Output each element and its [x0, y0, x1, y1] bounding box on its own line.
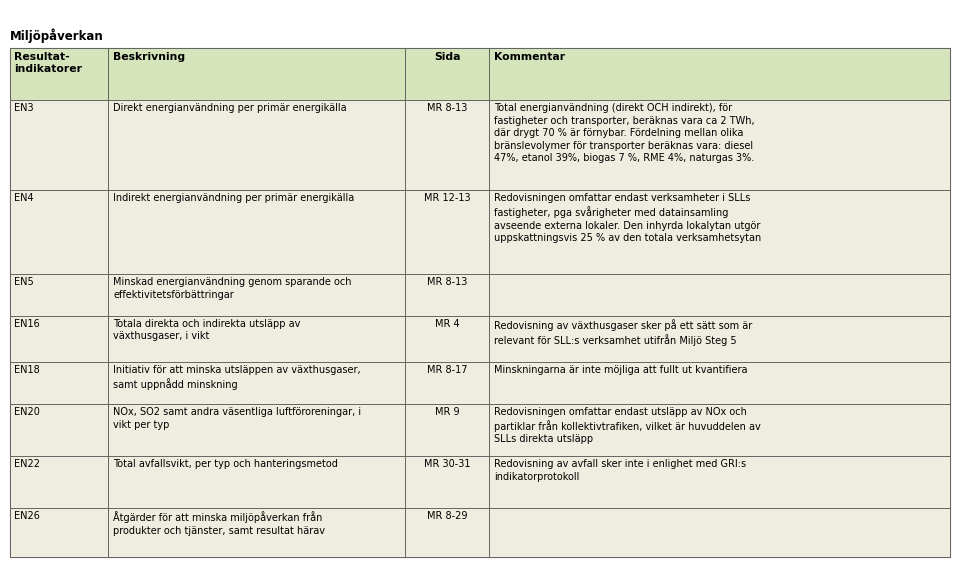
- Text: Minskningarna är inte möjliga att fullt ut kvantifiera: Minskningarna är inte möjliga att fullt …: [494, 365, 748, 376]
- Text: MR 4: MR 4: [435, 319, 460, 329]
- Text: EN5: EN5: [14, 278, 35, 287]
- Text: Total avfallsvikt, per typ och hanteringsmetod: Total avfallsvikt, per typ och hantering…: [113, 459, 338, 470]
- Text: EN3: EN3: [14, 104, 34, 113]
- Text: EN26: EN26: [14, 511, 40, 521]
- Text: Beskrivning: Beskrivning: [113, 52, 185, 62]
- Text: EN22: EN22: [14, 459, 40, 470]
- Text: EN4: EN4: [14, 193, 34, 203]
- Text: Redovisning av växthusgaser sker på ett sätt som är
relevant för SLL:s verksamhe: Redovisning av växthusgaser sker på ett …: [494, 319, 753, 346]
- Text: Redovisningen omfattar endast verksamheter i SLLs
fastigheter, pga svårigheter m: Redovisningen omfattar endast verksamhet…: [494, 193, 761, 243]
- Text: EN18: EN18: [14, 365, 40, 376]
- Text: MR 12-13: MR 12-13: [423, 193, 470, 203]
- Text: Indirekt energianvändning per primär energikälla: Indirekt energianvändning per primär ene…: [113, 193, 354, 203]
- Text: MR 8-13: MR 8-13: [427, 104, 468, 113]
- Text: Direkt energianvändning per primär energikälla: Direkt energianvändning per primär energ…: [113, 104, 347, 113]
- Text: Redovisning av avfall sker inte i enlighet med GRI:s
indikatorprotokoll: Redovisning av avfall sker inte i enligh…: [494, 459, 746, 482]
- Text: NOx, SO2 samt andra väsentliga luftföroreningar, i
vikt per typ: NOx, SO2 samt andra väsentliga luftföror…: [113, 407, 361, 430]
- Text: Redovisningen omfattar endast utsläpp av NOx och
partiklar från kollektivtrafike: Redovisningen omfattar endast utsläpp av…: [494, 407, 761, 444]
- Text: MR 8-17: MR 8-17: [427, 365, 468, 376]
- Text: MR 8-13: MR 8-13: [427, 278, 468, 287]
- Text: EN20: EN20: [14, 407, 40, 417]
- Text: MR 9: MR 9: [435, 407, 460, 417]
- Text: Miljöpåverkan: Miljöpåverkan: [10, 28, 104, 43]
- Text: EN16: EN16: [14, 319, 40, 329]
- Text: Resultat-
indikatorer: Resultat- indikatorer: [14, 52, 83, 74]
- Text: Minskad energianvändning genom sparande och
effektivitetsförbättringar: Minskad energianvändning genom sparande …: [113, 278, 351, 300]
- Text: Totala direkta och indirekta utsläpp av
växthusgaser, i vikt: Totala direkta och indirekta utsläpp av …: [113, 319, 300, 341]
- Text: Initiativ för att minska utsläppen av växthusgaser,
samt uppnådd minskning: Initiativ för att minska utsläppen av vä…: [113, 365, 361, 390]
- Text: Total energianvändning (direkt OCH indirekt), för
fastigheter och transporter, b: Total energianvändning (direkt OCH indir…: [494, 104, 755, 163]
- Text: Åtgärder för att minska miljöpåverkan från
produkter och tjänster, samt resultat: Åtgärder för att minska miljöpåverkan fr…: [113, 511, 325, 536]
- Text: Sida: Sida: [434, 52, 461, 62]
- Text: MR 30-31: MR 30-31: [423, 459, 470, 470]
- Text: MR 8-29: MR 8-29: [427, 511, 468, 521]
- Text: Kommentar: Kommentar: [494, 52, 565, 62]
